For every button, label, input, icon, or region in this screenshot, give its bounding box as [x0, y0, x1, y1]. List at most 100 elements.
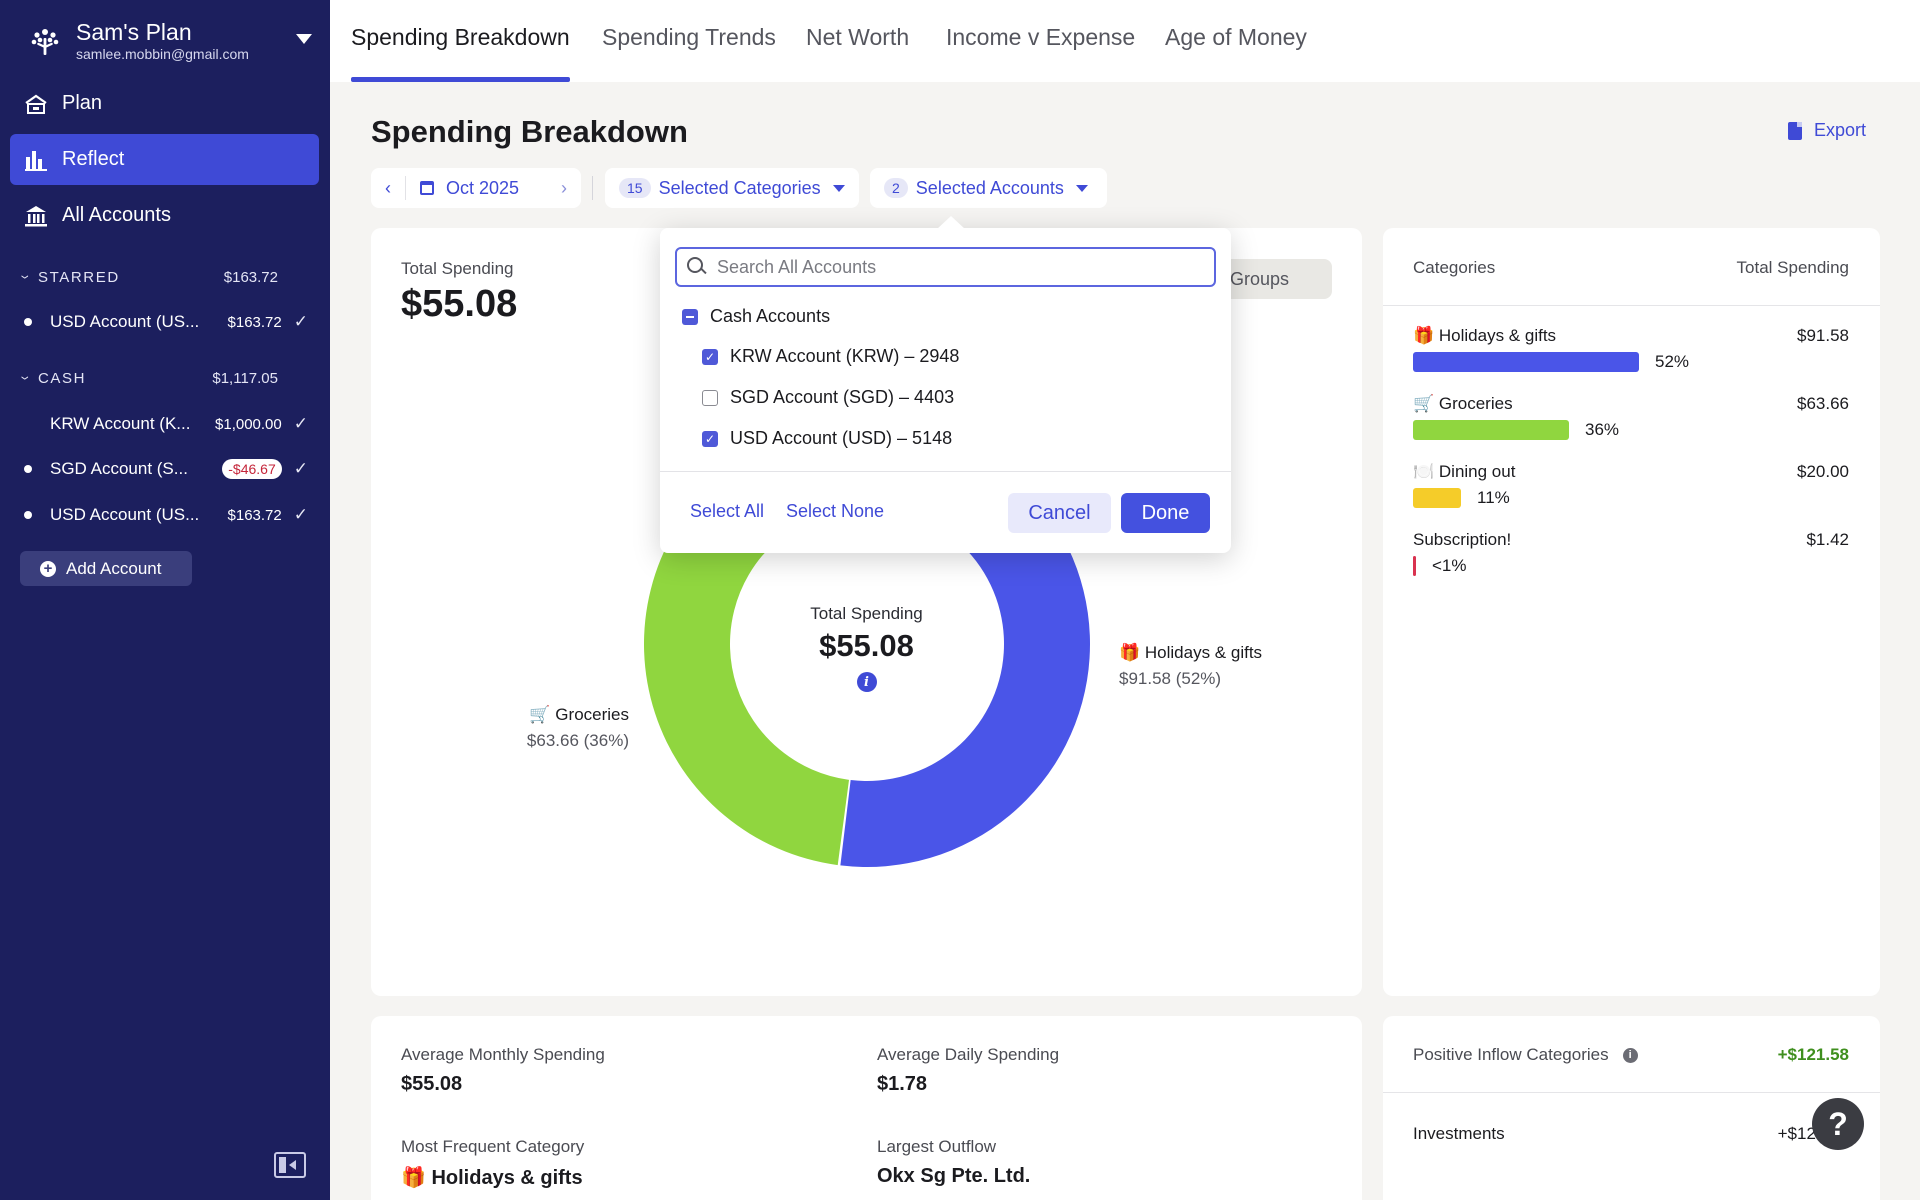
- category-percent: <1%: [1432, 556, 1467, 575]
- nav-reflect[interactable]: Reflect: [10, 134, 319, 185]
- account-option-krw[interactable]: ✓ KRW Account (KRW) – 2948: [702, 346, 959, 367]
- stat-value: $55.08: [401, 1073, 463, 1095]
- plan-switcher[interactable]: Sam's Plan samlee.mobbin@gmail.com: [28, 16, 312, 66]
- help-button[interactable]: ?: [1812, 1098, 1864, 1150]
- stat-avg-monthly: Average Monthly Spending $55.08: [401, 1045, 605, 1096]
- add-account-button[interactable]: + Add Account: [20, 551, 192, 586]
- category-filter-label: Selected Categories: [658, 177, 821, 198]
- total-spending-label: Total Spending: [401, 259, 514, 278]
- stat-most-frequent: Most Frequent Category 🎁 Holidays & gift…: [401, 1137, 584, 1190]
- sidebar-account-krw[interactable]: KRW Account (K... $1,000.00 ✓: [24, 406, 308, 442]
- check-icon: ✓: [293, 459, 308, 478]
- tab-income-v-expense[interactable]: Income v Expense: [946, 24, 1136, 50]
- category-row[interactable]: Subscription! $1.42 <1%: [1413, 530, 1849, 576]
- info-icon[interactable]: i: [856, 672, 877, 692]
- group-starred[interactable]: › STARRED $163.72: [16, 262, 278, 292]
- info-icon[interactable]: i: [1622, 1047, 1638, 1063]
- tab-net-worth[interactable]: Net Worth: [806, 24, 910, 50]
- caret-down-icon: [832, 184, 845, 192]
- account-balance-negative: -$46.67: [222, 459, 282, 479]
- chevron-left-icon[interactable]: ‹: [385, 177, 391, 198]
- categories-header: Categories Total Spending: [1413, 258, 1849, 278]
- done-button[interactable]: Done: [1121, 493, 1210, 533]
- group-cash-label: CASH: [38, 369, 87, 387]
- plan-logo-icon: [31, 29, 59, 55]
- account-filter[interactable]: 2 Selected Accounts: [870, 168, 1107, 208]
- indeterminate-checkbox-icon[interactable]: [682, 308, 698, 325]
- category-bar: [1413, 556, 1416, 576]
- category-row[interactable]: 🛒 Groceries $63.66 36%: [1413, 394, 1849, 440]
- caret-down-icon[interactable]: [296, 34, 312, 44]
- donut-slice-groceries[interactable]: [644, 482, 850, 866]
- search-icon: [687, 257, 707, 277]
- calendar-icon: [420, 181, 434, 195]
- stat-avg-daily: Average Daily Spending $1.78: [877, 1045, 1059, 1096]
- category-row[interactable]: 🎁 Holidays & gifts $91.58 52%: [1413, 326, 1849, 372]
- account-balance: $163.72: [227, 313, 282, 331]
- stat-label: Most Frequent Category: [401, 1137, 585, 1156]
- select-all-link[interactable]: Select All: [690, 501, 765, 521]
- category-count-badge: 15: [619, 178, 651, 198]
- stats-card: [371, 1016, 1362, 1200]
- nav-all-accounts[interactable]: All Accounts: [10, 190, 319, 241]
- stat-label: Average Monthly Spending: [401, 1045, 605, 1064]
- check-icon: ✓: [293, 505, 308, 524]
- sidebar-account-sgd[interactable]: SGD Account (S... -$46.67 ✓: [24, 451, 308, 487]
- document-icon: [1788, 121, 1802, 140]
- account-option-label: USD Account (USD) – 5148: [730, 428, 953, 448]
- account-name: SGD Account (S...: [50, 459, 188, 478]
- slice-label-groceries: 🛒 Groceries $63.66 (36%): [523, 705, 629, 751]
- account-balance: $1,000.00: [215, 415, 282, 433]
- stat-label: Largest Outflow: [877, 1137, 997, 1156]
- sidebar-account-usd[interactable]: USD Account (US... $163.72 ✓: [24, 497, 308, 533]
- account-option-label: SGD Account (SGD) – 4403: [730, 387, 955, 407]
- checked-checkbox-icon[interactable]: ✓: [702, 348, 718, 365]
- cleared-dot-icon: [24, 465, 32, 473]
- account-name: USD Account (US...: [50, 505, 200, 524]
- category-amount: $1.42: [1806, 530, 1849, 549]
- chevron-right-icon[interactable]: ›: [561, 177, 567, 198]
- inflow-total: +$121.58: [1777, 1045, 1849, 1064]
- account-option-usd[interactable]: ✓ USD Account (USD) – 5148: [702, 428, 952, 449]
- donut-center: Total Spending $55.08 i: [745, 604, 988, 692]
- positive-inflow-header: Positive Inflow Categories i +$121.58: [1413, 1045, 1849, 1065]
- select-none-link[interactable]: Select None: [786, 501, 885, 521]
- category-percent: 36%: [1585, 420, 1620, 439]
- total-spending-value: $55.08: [401, 283, 518, 325]
- group-starred-label: STARRED: [38, 268, 120, 286]
- checked-checkbox-icon[interactable]: ✓: [702, 430, 718, 447]
- check-icon: ✓: [293, 414, 308, 433]
- stat-value: $1.78: [877, 1073, 928, 1095]
- category-amount: $20.00: [1797, 462, 1849, 481]
- group-starred-total: $163.72: [223, 268, 278, 286]
- sidebar-account-usd-starred[interactable]: USD Account (US... $163.72 ✓: [24, 304, 308, 340]
- nav-reflect-label: Reflect: [62, 148, 125, 170]
- nav-plan[interactable]: Plan: [10, 78, 319, 129]
- group-cash-accounts[interactable]: Cash Accounts: [682, 306, 830, 327]
- date-range-label[interactable]: Oct 2025: [446, 177, 520, 198]
- add-account-label: Add Account: [66, 558, 162, 578]
- slice-label-holidays: 🎁 Holidays & gifts $91.58 (52%): [1119, 643, 1262, 689]
- group-cash[interactable]: › CASH $1,117.05: [16, 363, 278, 393]
- plus-circle-icon: +: [40, 560, 56, 577]
- category-percent: 52%: [1655, 352, 1690, 371]
- account-option-sgd[interactable]: SGD Account (SGD) – 4403: [702, 387, 954, 408]
- export-button[interactable]: Export: [1788, 120, 1866, 141]
- cancel-button[interactable]: Cancel: [1008, 493, 1111, 533]
- category-bar: [1413, 420, 1569, 440]
- category-row[interactable]: 🍽️ Dining out $20.00 11%: [1413, 462, 1849, 508]
- account-name: KRW Account (K...: [50, 414, 191, 433]
- category-filter[interactable]: 15 Selected Categories: [605, 168, 859, 208]
- account-search: [675, 247, 1216, 287]
- collapse-sidebar-icon[interactable]: [274, 1152, 306, 1178]
- col-categories: Categories: [1413, 258, 1496, 277]
- search-input[interactable]: [717, 256, 1197, 278]
- unchecked-checkbox-icon[interactable]: [702, 389, 718, 406]
- chevron-down-icon: ›: [16, 275, 36, 279]
- tab-spending-trends[interactable]: Spending Trends: [602, 24, 776, 50]
- account-balance: $163.72: [227, 506, 282, 524]
- tab-age-of-money[interactable]: Age of Money: [1165, 24, 1307, 50]
- category-name: Subscription!: [1413, 530, 1512, 549]
- inflow-row-investments[interactable]: Investments +$121.58: [1413, 1124, 1849, 1144]
- tab-spending-breakdown[interactable]: Spending Breakdown: [351, 24, 570, 82]
